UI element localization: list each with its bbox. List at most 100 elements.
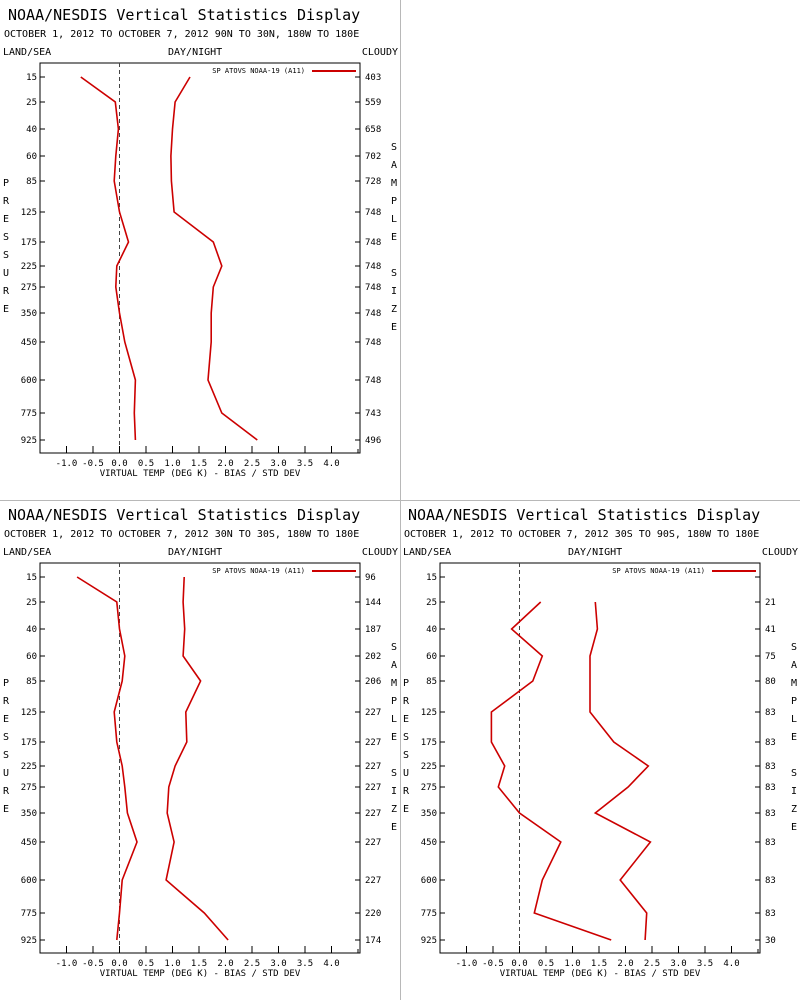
header-day-night: DAY/NIGHT [168, 547, 222, 558]
sample-size-label: 83 [765, 783, 776, 793]
sample-size-label: 748 [365, 262, 381, 272]
y-axis-label-letter: E [3, 804, 9, 815]
x-tick-label: 1.5 [191, 959, 207, 969]
sample-size-label: 80 [765, 677, 776, 687]
sample-size-label: 202 [365, 652, 381, 662]
x-tick-label: -0.5 [82, 459, 104, 469]
pressure-level-label: 175 [21, 238, 37, 248]
sample-size-label: 559 [365, 98, 381, 108]
legend-label: SP ATOVS NOAA-19 (A11) [212, 67, 305, 75]
y-axis-label-letter: P [3, 178, 9, 189]
sample-size-label: 83 [765, 809, 776, 819]
x-tick-label: 0.0 [111, 959, 127, 969]
pressure-level-label: 175 [21, 738, 37, 748]
x-tick-label: 2.0 [617, 959, 633, 969]
pressure-level-label: 925 [21, 436, 37, 446]
y2-axis-label-letter: E [791, 732, 797, 743]
x-axis-label: VIRTUAL TEMP (DEG K) - BIAS / STD DEV [500, 969, 701, 979]
sample-size-label: 227 [365, 783, 381, 793]
x-tick-label: 3.5 [297, 959, 313, 969]
pressure-level-label: 85 [26, 177, 37, 187]
chart-subtitle: OCTOBER 1, 2012 TO OCTOBER 7, 2012 30S T… [404, 529, 759, 540]
pressure-level-label: 40 [26, 625, 37, 635]
pressure-level-label: 275 [21, 283, 37, 293]
sample-size-label: 748 [365, 376, 381, 386]
y-axis-label-letter: P [403, 678, 409, 689]
std-dev-series-line [589, 601, 652, 941]
x-tick-label: 3.0 [670, 959, 686, 969]
pressure-level-label: 450 [21, 338, 37, 348]
y2-axis-label-letter: Z [391, 304, 397, 315]
pressure-level-label: 60 [426, 652, 437, 662]
chart-title: NOAA/NESDIS Vertical Statistics Display [8, 506, 360, 524]
x-tick-label: 4.0 [323, 459, 339, 469]
sample-size-label: 206 [365, 677, 381, 687]
header-cloudy: CLOUDY [762, 547, 798, 558]
chart-subtitle: OCTOBER 1, 2012 TO OCTOBER 7, 2012 30N T… [4, 529, 359, 540]
y2-axis-label-letter: Z [391, 804, 397, 815]
y2-axis-label-letter: P [791, 696, 797, 707]
y-axis-label-letter: R [403, 786, 410, 797]
y2-axis-label-letter: I [391, 286, 397, 297]
legend-label: SP ATOVS NOAA-19 (A11) [612, 567, 705, 575]
pressure-level-label: 85 [26, 677, 37, 687]
chart-title: NOAA/NESDIS Vertical Statistics Display [408, 506, 760, 524]
y2-axis-label-letter: M [391, 678, 397, 689]
y2-axis-label-letter: A [391, 660, 397, 671]
sample-size-label: 96 [365, 573, 376, 583]
x-tick-label: -1.0 [456, 959, 478, 969]
pressure-level-label: 775 [421, 909, 437, 919]
sample-size-label: 83 [765, 738, 776, 748]
sample-size-label: 496 [365, 436, 381, 446]
y-axis-label-letter: U [403, 768, 409, 779]
sample-size-label: 83 [765, 909, 776, 919]
y2-axis-label-letter: I [791, 786, 797, 797]
y-axis-label-letter: S [403, 732, 409, 743]
x-tick-label: 0.0 [511, 959, 527, 969]
pressure-level-label: 15 [426, 573, 437, 583]
x-tick-label: -0.5 [482, 959, 504, 969]
sample-size-label: 227 [365, 876, 381, 886]
pressure-level-label: 775 [21, 909, 37, 919]
y2-axis-label-letter: S [791, 642, 797, 653]
y2-axis-label-letter: E [391, 322, 397, 333]
y-axis-label-letter: R [3, 696, 10, 707]
y2-axis-label-letter: S [391, 768, 397, 779]
y-axis-label-letter: R [403, 696, 410, 707]
sample-size-label: 702 [365, 152, 381, 162]
pressure-level-label: 600 [421, 876, 437, 886]
header-land-sea: LAND/SEA [3, 547, 51, 558]
y2-axis-label-letter: M [791, 678, 797, 689]
y-axis-label-letter: U [3, 268, 9, 279]
x-tick-label: 1.0 [164, 459, 180, 469]
y2-axis-label-letter: Z [791, 804, 797, 815]
sample-size-label: 227 [365, 708, 381, 718]
pressure-level-label: 175 [421, 738, 437, 748]
x-tick-label: 0.0 [111, 459, 127, 469]
sample-size-label: 83 [765, 838, 776, 848]
y2-axis-label-letter: E [391, 232, 397, 243]
x-tick-label: -0.5 [82, 959, 104, 969]
plot-frame [39, 562, 361, 954]
pressure-level-label: 225 [421, 762, 437, 772]
pressure-level-label: 125 [421, 708, 437, 718]
y-axis-label-letter: E [403, 714, 409, 725]
std-dev-series-line [165, 576, 229, 941]
y-axis-label-letter: U [3, 768, 9, 779]
y-axis-label-letter: E [3, 304, 9, 315]
y2-axis-label-letter: S [391, 142, 397, 153]
y-axis-label-letter: S [3, 732, 9, 743]
sample-size-label: 748 [365, 309, 381, 319]
sample-size-label: 174 [365, 936, 381, 946]
x-tick-label: 0.5 [138, 459, 154, 469]
x-tick-label: -1.0 [56, 959, 78, 969]
sample-size-label: 30 [765, 936, 776, 946]
sample-size-label: 83 [765, 762, 776, 772]
pressure-level-label: 925 [21, 936, 37, 946]
pressure-level-label: 350 [21, 809, 37, 819]
y2-axis-label-letter: S [391, 642, 397, 653]
pressure-level-label: 350 [21, 309, 37, 319]
y2-axis-label-letter: S [791, 768, 797, 779]
chart-panel-30s-90s: NOAA/NESDIS Vertical Statistics Display O… [400, 500, 800, 1000]
y-axis-label-letter: E [3, 714, 9, 725]
